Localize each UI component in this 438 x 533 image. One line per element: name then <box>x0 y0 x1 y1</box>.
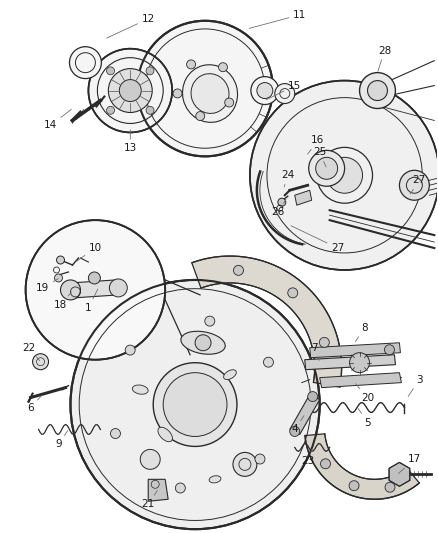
Text: 26: 26 <box>271 199 286 217</box>
Circle shape <box>399 171 429 200</box>
Circle shape <box>173 89 182 98</box>
Circle shape <box>60 280 81 300</box>
Circle shape <box>290 426 300 437</box>
Text: 28: 28 <box>378 46 391 71</box>
Circle shape <box>88 49 172 132</box>
Text: 1: 1 <box>85 289 98 313</box>
Text: 18: 18 <box>54 292 71 310</box>
Circle shape <box>278 198 286 206</box>
Circle shape <box>255 454 265 464</box>
Circle shape <box>106 67 114 75</box>
Circle shape <box>110 279 127 297</box>
Polygon shape <box>295 190 312 205</box>
Circle shape <box>196 111 205 120</box>
Circle shape <box>367 80 388 101</box>
Circle shape <box>54 274 63 282</box>
Circle shape <box>110 429 120 439</box>
Circle shape <box>251 77 279 104</box>
Circle shape <box>108 69 152 112</box>
Text: 11: 11 <box>249 10 306 28</box>
Circle shape <box>360 72 396 109</box>
Circle shape <box>257 83 273 99</box>
Polygon shape <box>192 256 342 387</box>
Ellipse shape <box>132 385 148 394</box>
Circle shape <box>187 60 196 69</box>
Text: 27: 27 <box>291 226 344 253</box>
Circle shape <box>137 21 273 156</box>
Polygon shape <box>305 355 396 370</box>
Circle shape <box>146 67 154 75</box>
Text: 9: 9 <box>55 431 68 449</box>
Circle shape <box>264 357 273 367</box>
Circle shape <box>57 256 64 264</box>
Text: 16: 16 <box>307 135 324 154</box>
Ellipse shape <box>209 476 221 483</box>
Text: 13: 13 <box>124 130 137 154</box>
Circle shape <box>153 362 237 447</box>
Circle shape <box>219 63 227 71</box>
Text: 8: 8 <box>355 323 368 342</box>
Circle shape <box>125 345 135 355</box>
Polygon shape <box>310 343 400 358</box>
Circle shape <box>250 80 438 270</box>
Polygon shape <box>320 373 401 387</box>
Polygon shape <box>71 280 118 298</box>
Ellipse shape <box>191 74 229 114</box>
Text: 27: 27 <box>410 175 426 194</box>
Text: 20: 20 <box>356 384 374 402</box>
Circle shape <box>146 106 154 114</box>
Text: 7: 7 <box>311 343 319 360</box>
Circle shape <box>195 335 211 351</box>
Circle shape <box>70 47 101 78</box>
Circle shape <box>350 353 370 373</box>
Circle shape <box>205 316 215 326</box>
Circle shape <box>88 272 100 284</box>
Circle shape <box>321 459 331 469</box>
Text: 24: 24 <box>281 170 294 187</box>
Ellipse shape <box>181 332 225 354</box>
Circle shape <box>275 84 295 103</box>
Circle shape <box>349 481 359 491</box>
Circle shape <box>225 98 234 107</box>
Text: 19: 19 <box>36 279 58 293</box>
Text: 6: 6 <box>27 395 42 413</box>
Circle shape <box>106 106 114 114</box>
Circle shape <box>119 79 141 101</box>
Polygon shape <box>148 479 168 501</box>
Circle shape <box>316 157 338 179</box>
Circle shape <box>140 449 160 470</box>
Polygon shape <box>305 434 419 499</box>
Text: 15: 15 <box>266 80 301 100</box>
Circle shape <box>385 345 395 355</box>
Circle shape <box>233 265 244 276</box>
Text: 12: 12 <box>106 14 155 38</box>
Text: 22: 22 <box>22 343 40 361</box>
Polygon shape <box>290 394 320 434</box>
Ellipse shape <box>224 370 237 379</box>
Circle shape <box>308 392 318 401</box>
Circle shape <box>175 483 185 493</box>
Circle shape <box>327 157 363 193</box>
Text: 17: 17 <box>399 455 421 473</box>
Circle shape <box>385 482 395 492</box>
Circle shape <box>309 150 345 186</box>
Circle shape <box>288 288 298 298</box>
Circle shape <box>25 220 165 360</box>
Text: 3: 3 <box>408 375 423 397</box>
Text: 10: 10 <box>77 243 102 261</box>
Circle shape <box>163 373 227 437</box>
Text: 5: 5 <box>358 409 371 427</box>
Circle shape <box>319 337 329 348</box>
Text: 4: 4 <box>291 416 304 434</box>
Circle shape <box>71 280 320 529</box>
Circle shape <box>233 453 257 477</box>
Text: 14: 14 <box>44 109 71 131</box>
Text: 21: 21 <box>141 490 157 509</box>
Text: 25: 25 <box>313 147 326 167</box>
Polygon shape <box>389 462 410 486</box>
Ellipse shape <box>158 427 173 442</box>
Circle shape <box>32 354 49 370</box>
Ellipse shape <box>183 64 237 123</box>
Text: 23: 23 <box>301 449 314 466</box>
